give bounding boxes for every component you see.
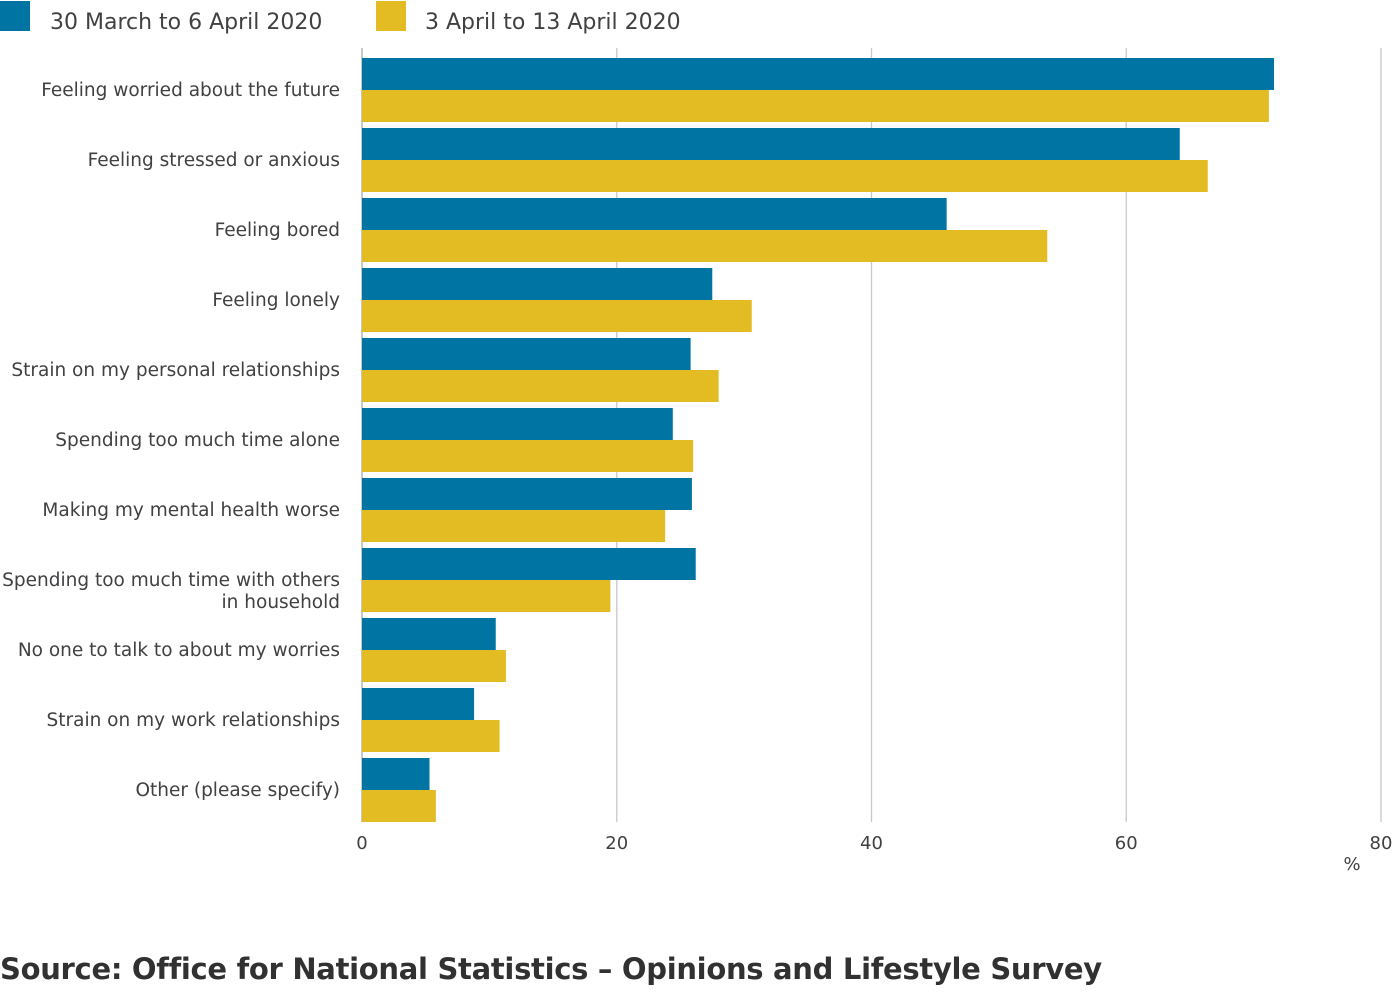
bar-2-8 — [362, 580, 611, 612]
category-label-7: Making my mental health worse — [42, 500, 340, 521]
category-label-1: Feeling worried about the future — [41, 80, 340, 101]
category-label-6: Spending too much time alone — [55, 430, 340, 451]
x-tick-label-60: 60 — [1115, 833, 1138, 854]
bar-2-4 — [362, 300, 752, 332]
bar-2-6 — [362, 440, 694, 472]
legend-swatch-1 — [0, 1, 30, 31]
x-axis-ticks: 0 20 40 60 80 — [356, 833, 1392, 854]
bar-2-11 — [362, 790, 436, 822]
bar-2-2 — [362, 160, 1208, 192]
bar-1-10 — [362, 688, 475, 720]
x-tick-label-0: 0 — [356, 833, 367, 854]
bar-1-9 — [362, 618, 496, 650]
bar-1-11 — [362, 758, 430, 790]
legend-label-2: 3 April to 13 April 2020 — [425, 10, 681, 35]
bars — [362, 58, 1275, 822]
bar-1-7 — [362, 478, 692, 510]
bar-2-3 — [362, 230, 1048, 262]
bar-2-9 — [362, 650, 506, 682]
bar-1-4 — [362, 268, 713, 300]
bar-1-2 — [362, 128, 1180, 160]
category-label-10: Strain on my work relationships — [47, 710, 341, 731]
category-label-8: Spending too much time with others in hou… — [2, 570, 340, 613]
category-labels: Feeling worried about the future Feeling … — [2, 80, 340, 801]
category-label-4: Feeling lonely — [212, 290, 340, 311]
category-label-9: No one to talk to about my worries — [18, 640, 340, 661]
bar-1-8 — [362, 548, 696, 580]
bar-2-1 — [362, 90, 1269, 122]
category-label-2: Feeling stressed or anxious — [88, 150, 340, 171]
category-label-3: Feeling bored — [215, 220, 340, 241]
legend-label-1: 30 March to 6 April 2020 — [50, 10, 322, 35]
x-axis-unit-label: % — [1343, 854, 1360, 875]
bar-1-3 — [362, 198, 947, 230]
bar-2-10 — [362, 720, 500, 752]
x-tick-label-40: 40 — [860, 833, 883, 854]
bar-2-5 — [362, 370, 719, 402]
bar-chart: 30 March to 6 April 2020 3 April to 13 Ap… — [0, 1, 1392, 875]
bar-2-7 — [362, 510, 666, 542]
bar-1-6 — [362, 408, 673, 440]
x-tick-label-20: 20 — [605, 833, 628, 854]
category-label-11: Other (please specify) — [135, 780, 340, 801]
category-label-5: Strain on my personal relationships — [11, 360, 340, 381]
bar-1-1 — [362, 58, 1275, 90]
legend: 30 March to 6 April 2020 3 April to 13 Ap… — [0, 1, 681, 35]
bar-1-5 — [362, 338, 691, 370]
source-note: Source: Office for National Statistics –… — [0, 952, 1102, 986]
legend-swatch-2 — [376, 1, 406, 31]
x-tick-label-80: 80 — [1370, 833, 1392, 854]
